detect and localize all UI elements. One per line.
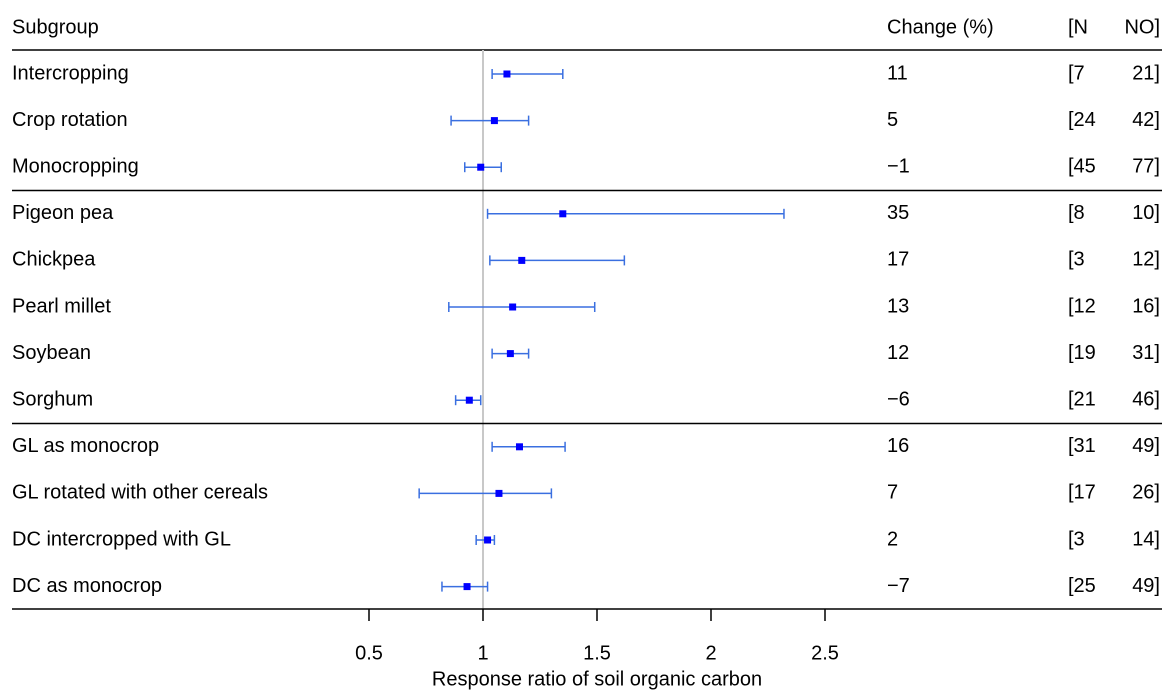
no-label: 21] (1132, 62, 1160, 84)
row-label: Sorghum (12, 388, 93, 410)
row-label: Intercropping (12, 62, 129, 84)
x-axis-title: Response ratio of soil organic carbon (432, 668, 762, 690)
n-label: [24 (1068, 109, 1096, 131)
header-n: [N (1068, 16, 1088, 38)
n-label: [3 (1068, 249, 1085, 271)
n-label: [8 (1068, 202, 1085, 224)
x-tick-label: 1 (477, 642, 488, 664)
row-label: Crop rotation (12, 109, 128, 131)
point (518, 256, 526, 264)
change-label: 5 (887, 109, 898, 131)
change-label: 7 (887, 482, 898, 504)
point (477, 163, 485, 171)
point (490, 117, 498, 125)
no-label: 16] (1132, 295, 1160, 317)
n-label: [21 (1068, 388, 1096, 410)
header-change: Change (%) (887, 16, 994, 38)
change-label: 16 (887, 435, 909, 457)
point (463, 583, 471, 591)
row-label: Pigeon pea (12, 202, 114, 224)
change-label: 11 (887, 62, 908, 84)
n-label: [7 (1068, 62, 1085, 84)
no-label: 31] (1132, 342, 1160, 364)
n-label: [12 (1068, 295, 1096, 317)
no-label: 46] (1132, 388, 1160, 410)
n-label: [25 (1068, 575, 1096, 597)
row-label: Soybean (12, 342, 91, 364)
n-label: [31 (1068, 435, 1096, 457)
row-label: Monocropping (12, 155, 139, 177)
no-label: 10] (1132, 202, 1160, 224)
no-label: 49] (1132, 435, 1160, 457)
change-label: −7 (887, 575, 910, 597)
x-tick-label: 2.5 (811, 642, 839, 664)
point (515, 443, 523, 451)
x-tick-label: 2 (705, 642, 716, 664)
no-label: 12] (1132, 249, 1160, 271)
row-label: DC as monocrop (12, 575, 162, 597)
change-label: 13 (887, 295, 909, 317)
change-label: 12 (887, 342, 909, 364)
row-label: Chickpea (12, 249, 96, 271)
n-label: [3 (1068, 528, 1085, 550)
x-tick-label: 0.5 (355, 642, 383, 664)
point (465, 396, 473, 404)
row-label: GL as monocrop (12, 435, 159, 457)
no-label: 26] (1132, 482, 1160, 504)
change-label: 17 (887, 249, 909, 271)
change-label: 35 (887, 202, 909, 224)
point (495, 489, 503, 497)
change-label: −1 (887, 155, 910, 177)
no-label: 42] (1132, 109, 1160, 131)
row-label: DC intercropped with GL (12, 528, 231, 550)
no-label: 77] (1132, 155, 1160, 177)
no-label: 14] (1132, 528, 1160, 550)
change-label: 2 (887, 528, 898, 550)
change-label: −6 (887, 388, 910, 410)
n-label: [17 (1068, 482, 1096, 504)
n-label: [45 (1068, 155, 1096, 177)
n-label: [19 (1068, 342, 1096, 364)
row-label: Pearl millet (12, 295, 111, 317)
point (506, 350, 514, 358)
no-label: 49] (1132, 575, 1160, 597)
row-label: GL rotated with other cereals (12, 482, 268, 504)
point (559, 210, 567, 218)
header-subgroup: Subgroup (12, 16, 99, 38)
point (509, 303, 517, 311)
x-tick-label: 1.5 (583, 642, 611, 664)
header-no: NO] (1124, 16, 1160, 38)
point (503, 70, 511, 78)
point (484, 536, 492, 544)
